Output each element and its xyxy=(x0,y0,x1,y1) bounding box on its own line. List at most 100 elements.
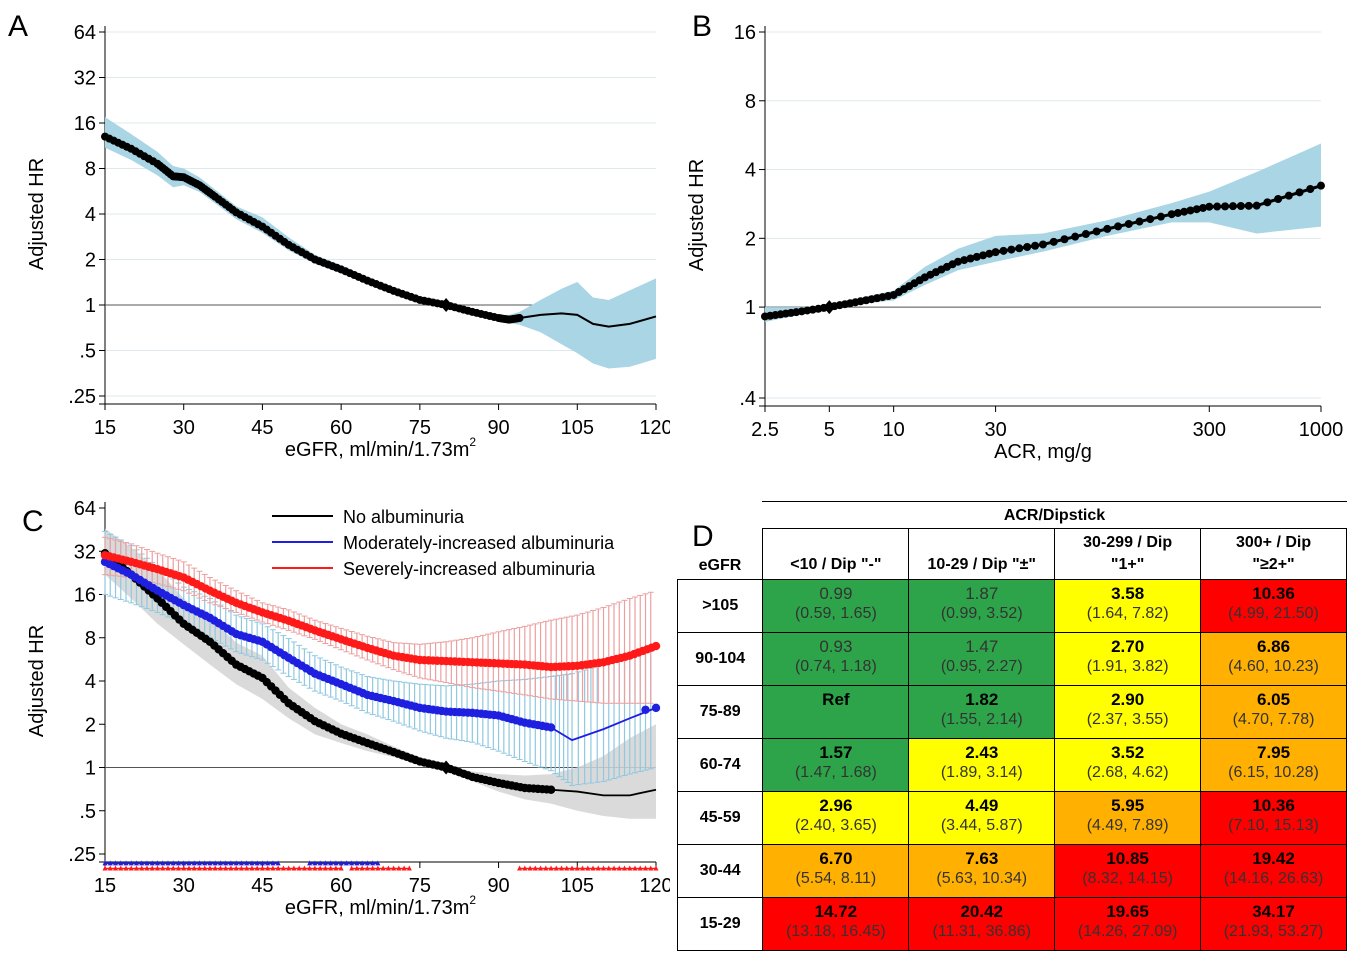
x-axis-label-text: ACR, mg/g xyxy=(994,441,1092,463)
data-point xyxy=(960,256,969,265)
data-point xyxy=(1031,241,1040,250)
data-point xyxy=(1092,227,1101,236)
significance-marker xyxy=(107,860,113,866)
significance-marker xyxy=(102,865,108,871)
significance-marker xyxy=(191,865,197,871)
x-tick-label: 2.5 xyxy=(751,419,779,441)
panel-letter-b: B xyxy=(692,10,713,43)
x-axis-label-sup: 2 xyxy=(469,435,476,449)
confidence-band xyxy=(519,278,656,369)
row-label: 30-44 xyxy=(676,843,764,898)
hr-ci: (0.59, 1.65) xyxy=(794,604,877,622)
hr-cell: 20.42 (11.31, 36.86) xyxy=(908,896,1056,951)
data-point xyxy=(1124,219,1133,228)
data-point xyxy=(966,254,975,263)
hr-value: 6.05 xyxy=(1256,689,1291,709)
significance-marker xyxy=(574,865,580,871)
x-tick-label: 105 xyxy=(561,417,594,439)
significance-marker xyxy=(343,860,349,866)
significance-marker xyxy=(265,865,271,871)
column-header-line1: 30-299 / Dip xyxy=(1083,533,1173,551)
x-tick-label: 10 xyxy=(883,419,905,441)
significance-marker xyxy=(517,865,523,871)
significance-marker xyxy=(307,865,313,871)
y-axis-label: Adjusted HR xyxy=(26,158,48,270)
data-point xyxy=(1263,198,1272,207)
hr-value: 10.36 xyxy=(1252,583,1295,603)
significance-marker xyxy=(118,860,124,866)
significance-marker xyxy=(191,860,197,866)
data-point xyxy=(953,257,962,266)
y-tick-label: 64 xyxy=(74,22,96,44)
data-point xyxy=(999,246,1008,255)
hr-value: 2.90 xyxy=(1111,689,1145,709)
hr-cell: 14.72 (13.18, 16.45) xyxy=(762,896,910,951)
significance-marker xyxy=(244,860,250,866)
hr-ci: (4.99, 21.50) xyxy=(1228,604,1319,622)
significance-marker xyxy=(270,860,276,866)
hr-ci: (5.54, 8.11) xyxy=(795,869,877,887)
hr-value: Ref xyxy=(822,689,850,709)
legend-label: Severely-increased albuminuria xyxy=(343,559,596,579)
y-tick-label: .5 xyxy=(79,801,96,823)
data-point xyxy=(1039,240,1047,249)
significance-marker xyxy=(259,865,265,871)
y-tick-label: 2 xyxy=(745,228,756,250)
table-header-title: ACR/Dipstick xyxy=(1003,507,1106,524)
significance-marker xyxy=(160,860,166,866)
hr-ci: (1.47, 1.68) xyxy=(794,763,877,781)
hr-ci: (3.44, 5.87) xyxy=(940,816,1023,834)
table-row: 45-59 2.96 (2.40, 3.65) 4.49 (3.44, 5.87) 5.9… xyxy=(676,790,1347,845)
significance-marker xyxy=(207,865,213,871)
hr-value: 7.95 xyxy=(1256,742,1291,762)
table-row: 60-74 1.57 (1.47, 1.68) 2.43 (1.89, 3.14) 3.5… xyxy=(676,737,1347,792)
row-label: >105 xyxy=(676,578,764,633)
significance-marker xyxy=(527,865,533,871)
y-tick-label: 16 xyxy=(74,113,96,135)
hr-ci: (8.32, 14.15) xyxy=(1082,869,1173,887)
significance-marker xyxy=(275,860,281,866)
data-point xyxy=(1103,224,1112,233)
significance-marker xyxy=(149,865,155,871)
hr-cell: 1.57 (1.47, 1.68) xyxy=(762,737,910,792)
significance-marker xyxy=(144,860,150,866)
hr-ci: (4.49, 7.89) xyxy=(1086,816,1169,834)
data-point xyxy=(1135,217,1144,226)
significance-marker xyxy=(196,860,202,866)
y-tick-label: .4 xyxy=(739,388,756,410)
hr-ci: (2.40, 3.65) xyxy=(794,816,877,834)
reference-marker xyxy=(440,298,453,312)
hr-cell: 3.58 (1.64, 7.82) xyxy=(1054,578,1202,633)
data-point xyxy=(1244,201,1253,210)
hr-value: 3.58 xyxy=(1111,583,1145,603)
hr-value: 3.52 xyxy=(1111,742,1145,762)
significance-marker xyxy=(391,865,397,871)
legend-label: Moderately-increased albuminuria xyxy=(343,533,615,553)
significance-marker xyxy=(627,865,633,871)
x-tick-label: 300 xyxy=(1193,419,1226,441)
hr-ci: (1.55, 2.14) xyxy=(940,710,1023,728)
y-tick-label: 8 xyxy=(85,159,96,181)
significance-marker xyxy=(254,865,260,871)
y-tick-label: .25 xyxy=(68,844,96,866)
data-point xyxy=(1192,205,1201,214)
hr-cell: 7.63 (5.63, 10.34) xyxy=(908,843,1056,898)
data-point xyxy=(546,785,556,794)
data-point xyxy=(1284,191,1293,200)
column-header-line1: <10 / Dip "-" xyxy=(790,555,882,573)
significance-marker xyxy=(559,865,565,871)
significance-marker xyxy=(333,860,339,866)
data-point xyxy=(1205,202,1214,211)
data-point xyxy=(1306,184,1315,193)
significance-marker xyxy=(307,860,313,866)
x-tick-label: 120 xyxy=(639,875,670,897)
significance-marker xyxy=(375,865,381,871)
hr-ci: (0.99, 3.52) xyxy=(940,604,1023,622)
data-point xyxy=(1213,202,1222,211)
hr-ci: (14.26, 27.09) xyxy=(1077,922,1178,940)
hr-value: 34.17 xyxy=(1252,901,1295,921)
confidence-band xyxy=(105,117,520,325)
legend-label: No albuminuria xyxy=(343,507,465,527)
hr-ci: (6.15, 10.28) xyxy=(1228,763,1319,781)
significance-marker xyxy=(359,865,365,871)
